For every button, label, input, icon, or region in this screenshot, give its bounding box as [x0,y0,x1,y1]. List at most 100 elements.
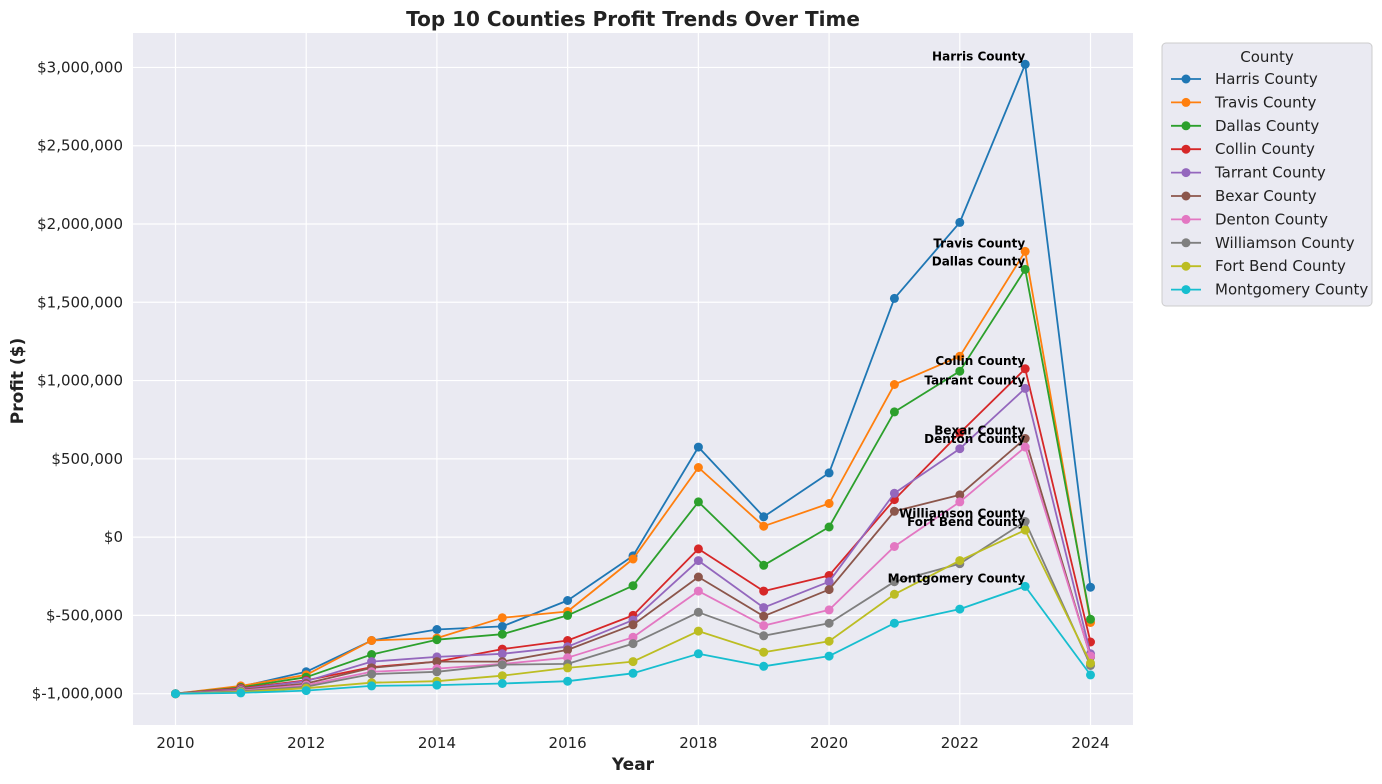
data-point [955,490,965,500]
data-point [824,605,834,615]
data-point [1020,264,1030,274]
x-tick-label: 2024 [1071,734,1109,752]
legend: County Harris County Travis County Dallas … [1161,42,1373,307]
data-point [824,618,834,628]
data-point [955,428,965,438]
series-annotation: Tarrant County [924,373,1025,387]
data-point [628,657,638,667]
series-group [171,59,1095,699]
data-point [628,632,638,642]
data-point [367,669,377,679]
y-tick-label: $1,000,000 [37,372,123,390]
data-point [367,657,377,667]
data-point [628,554,638,564]
series-annotation: Montgomery County [888,571,1026,585]
data-point [497,629,507,639]
data-point [759,512,769,522]
legend-swatch-marker [1181,74,1191,84]
data-point [889,506,899,516]
legend-entry-label: Williamson County [1215,234,1355,252]
legend-entry-label: Tarrant County [1214,164,1326,182]
x-tick-label: 2022 [941,734,979,752]
x-tick-label: 2010 [156,734,194,752]
y-tick-label: $500,000 [51,450,123,468]
legend-entry-label: Denton County [1215,210,1328,228]
x-axis-label: Year [611,755,655,775]
data-point [824,499,834,508]
series-annotation: Denton County [924,432,1025,446]
legend-entry-label: Fort Bend County [1215,257,1346,275]
data-point [889,488,899,498]
y-tick-label: $1,500,000 [37,293,123,311]
series-annotation: Dallas County [932,254,1026,268]
legend-swatch-marker [1181,97,1191,107]
data-point [1020,364,1030,374]
data-point [628,639,638,649]
legend-title: County [1240,48,1294,66]
data-point [1020,525,1030,535]
data-point [955,351,965,361]
data-point [889,407,899,417]
legend-frame [1161,42,1373,307]
series-annotation: Harris County [932,49,1025,63]
legend-swatch-marker [1181,261,1191,271]
y-tick-label: $-500,000 [46,606,123,624]
legend-entry-label: Bexar County [1215,187,1317,205]
data-point [1020,434,1030,443]
y-axis-label: Profit ($) [8,338,28,425]
data-point [497,679,507,688]
legend-swatch-marker [1181,285,1191,295]
data-point [367,650,377,659]
data-point [432,635,442,645]
series-annotation: Williamson County [899,506,1025,520]
series-montgomery-county [171,581,1095,699]
x-tick-label: 2018 [679,734,717,752]
data-point [759,521,769,531]
data-point [889,293,899,303]
data-point [693,607,703,617]
data-point [1020,442,1030,452]
data-point [1086,658,1095,668]
data-point [955,497,965,507]
series-annotation: Fort Bend County [907,515,1025,529]
data-point [1020,517,1030,526]
data-point [693,442,703,452]
data-point [955,604,965,614]
data-point [497,649,507,659]
y-tick-label: $2,500,000 [37,137,123,155]
data-point [563,645,573,655]
data-point [563,636,573,645]
data-point [432,667,442,677]
series-annotation: Collin County [935,354,1025,368]
data-point [955,444,965,454]
data-point [497,660,507,670]
legend-entry-label: Travis County [1214,93,1316,111]
legend-swatch-marker [1181,191,1191,201]
data-point [759,661,769,671]
data-point [1020,59,1030,69]
series-annotation: Bexar County [934,423,1025,437]
x-tick-label: 2012 [287,734,325,752]
data-point [236,688,246,698]
y-axis-ticks: $-1,000,000 $-500,000 $0 $500,000 $1,000,000… [32,58,123,702]
data-point [889,618,899,628]
x-tick-label: 2016 [549,734,587,752]
y-tick-label: $2,000,000 [37,215,123,233]
data-point [563,663,573,673]
data-point [497,613,507,623]
data-point [1020,581,1030,591]
data-point [824,577,834,587]
y-tick-label: $3,000,000 [37,58,123,76]
legend-swatch-marker [1181,238,1191,248]
data-point [171,689,180,699]
data-point [759,647,769,657]
data-point [432,625,442,634]
data-point [824,651,834,661]
legend-entry-label: Collin County [1215,140,1315,158]
annotations: Harris County Travis County Dallas County C… [888,49,1026,585]
data-point [759,621,769,631]
data-point [693,626,703,636]
data-point [889,589,899,599]
legend-swatch-marker [1181,144,1191,154]
